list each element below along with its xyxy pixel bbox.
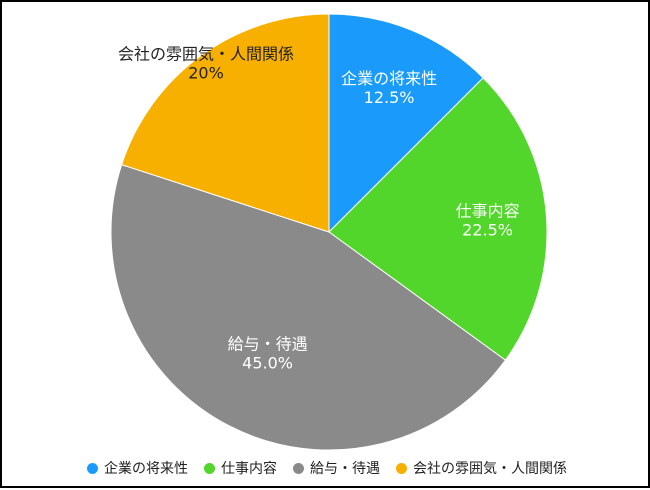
legend-marker (87, 462, 98, 474)
legend-marker (396, 462, 407, 474)
legend-label: 会社の雰囲気・人間関係 (413, 461, 567, 477)
legend-label: 企業の将来性 (104, 461, 188, 477)
slice-percent-label: 45.0% (242, 353, 293, 372)
slice-percent-label: 22.5% (462, 221, 513, 240)
legend-item: 企業の将来性 (87, 458, 188, 478)
slice-percent-label: 12.5% (364, 88, 415, 107)
slice-label: 給与・待遇 (228, 334, 308, 353)
legend-item: 給与・待遇 (293, 458, 380, 478)
legend-marker (204, 462, 215, 474)
slice-label: 会社の雰囲気・人間関係 (118, 45, 294, 64)
legend-marker (293, 462, 304, 474)
pie-slice (328, 77, 548, 361)
chart-legend: 企業の将来性 仕事内容 給与・待遇 会社の雰囲気・人間関係 (2, 454, 650, 482)
legend-label: 仕事内容 (221, 461, 277, 477)
legend-item: 会社の雰囲気・人間関係 (396, 458, 567, 478)
slice-percent-label: 20% (188, 64, 224, 83)
legend-item: 仕事内容 (204, 458, 277, 478)
pie-slice (328, 13, 484, 234)
pie-slice (121, 13, 330, 233)
pie-slice (110, 163, 507, 451)
legend-label: 給与・待遇 (310, 461, 380, 477)
slice-label: 仕事内容 (456, 202, 520, 221)
slice-label: 企業の将来性 (341, 69, 437, 88)
